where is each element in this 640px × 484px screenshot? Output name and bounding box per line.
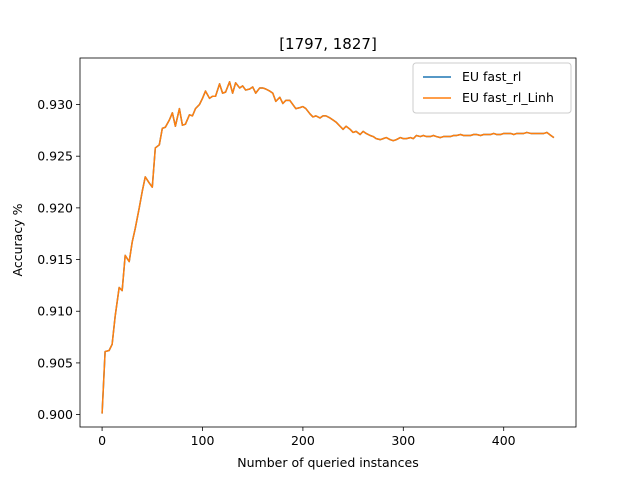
plot-area: 0 100 200 300 400 0.900 0.905 0.910 0.915 0.920 0.… <box>37 57 577 448</box>
y-tick-label: 0.930 <box>37 97 73 112</box>
legend-box <box>412 62 572 114</box>
y-tick-label: 0.920 <box>37 200 73 215</box>
chart-title: [1797, 1827] <box>279 35 377 53</box>
x-tick-label: 100 <box>191 433 215 448</box>
x-tick-label: 0 <box>98 433 106 448</box>
y-tick-label: 0.905 <box>37 355 73 370</box>
y-tick-label: 0.900 <box>37 407 73 422</box>
y-tick-label: 0.910 <box>37 304 73 319</box>
legend: EU fast_rl EU fast_rl_Linh <box>412 62 572 114</box>
x-tick-label: 300 <box>391 433 415 448</box>
axes-frame <box>79 57 577 428</box>
x-tick-label: 200 <box>291 433 315 448</box>
y-tick-label: 0.925 <box>37 149 73 164</box>
series-line-eu-fast-rl-linh <box>101 81 555 414</box>
y-tick-label: 0.915 <box>37 252 73 267</box>
y-axis-label: Accuracy % <box>10 203 25 276</box>
legend-label-eu-fast-rl-linh: EU fast_rl_Linh <box>462 90 554 105</box>
x-tick-label: 400 <box>492 433 516 448</box>
legend-label-eu-fast-rl: EU fast_rl <box>462 69 521 84</box>
x-axis-label: Number of queried instances <box>237 455 418 470</box>
